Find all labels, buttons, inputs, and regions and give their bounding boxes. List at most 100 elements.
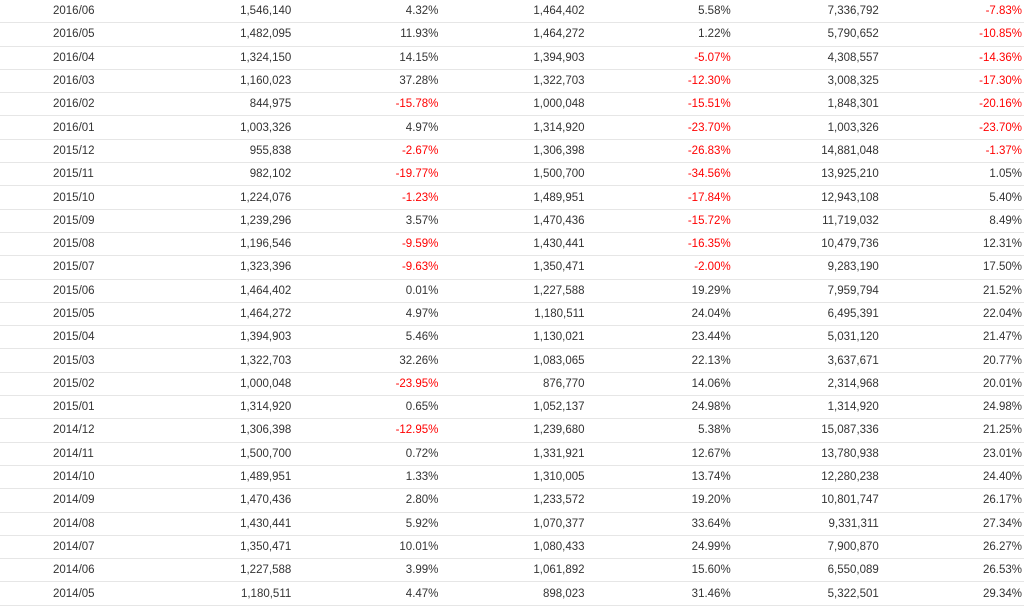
cumulative-revenue-cell: 9,283,190 (730, 255, 879, 280)
monthly-revenue-cell: 1,322,703 (106, 348, 292, 373)
yoy-change-cell: -34.56% (584, 162, 731, 187)
cumulative-revenue-cell: 12,943,108 (730, 185, 879, 210)
month-cell: 2015/09 (0, 209, 107, 233)
yoy-change-cell: 24.98% (584, 395, 731, 420)
monthly-revenue-cell: 1,196,546 (106, 232, 292, 257)
table-row: 2016/05 1,482,095 11.93% 1,464,272 1.22% 5,79… (0, 22, 1024, 47)
cumulative-revenue-cell: 1,314,920 (730, 395, 879, 420)
yoy-change-cell: -16.35% (584, 232, 731, 257)
mom-change-cell: 5.46% (291, 325, 439, 350)
mom-change-cell: 2.80% (291, 488, 439, 513)
table-row: 2015/07 1,323,396 -9.63% 1,350,471 -2.00% 9,2… (0, 255, 1024, 280)
cumulative-revenue-cell: 5,790,652 (730, 22, 879, 47)
monthly-revenue-cell: 844,975 (106, 92, 292, 117)
cumulative-revenue-cell: 3,637,671 (730, 348, 879, 373)
table-row: 2015/06 1,464,402 0.01% 1,227,588 19.29% 7,95… (0, 279, 1024, 303)
cumulative-yoy-change-cell: -17.30% (878, 69, 1024, 94)
mom-change-cell: 4.47% (291, 581, 439, 606)
cumulative-revenue-cell: 15,087,336 (730, 418, 879, 443)
mom-change-cell: 3.57% (291, 209, 439, 233)
yoy-change-cell: 19.29% (584, 279, 731, 303)
monthly-revenue-cell: 1,239,296 (106, 209, 292, 233)
cumulative-yoy-change-cell: 21.47% (878, 325, 1024, 350)
month-cell: 2014/12 (0, 418, 107, 443)
mom-change-cell: -2.67% (291, 139, 439, 164)
cumulative-yoy-change-cell: -23.70% (878, 115, 1024, 140)
monthly-revenue-cell: 1,224,076 (106, 185, 292, 210)
cumulative-yoy-change-cell: 27.34% (878, 512, 1024, 536)
cumulative-revenue-cell: 13,780,938 (730, 442, 879, 466)
prior-year-revenue-cell: 1,394,903 (438, 46, 585, 70)
month-cell: 2015/08 (0, 232, 107, 257)
table-row: 2014/10 1,489,951 1.33% 1,310,005 13.74% 12,2… (0, 465, 1024, 490)
month-cell: 2016/06 (0, 0, 107, 24)
prior-year-revenue-cell: 1,227,588 (438, 279, 585, 303)
cumulative-revenue-cell: 11,719,032 (730, 209, 879, 233)
mom-change-cell: 4.97% (291, 302, 439, 327)
mom-change-cell: -12.95% (291, 418, 439, 443)
monthly-revenue-cell: 1,324,150 (106, 46, 292, 70)
cumulative-yoy-change-cell: -20.16% (878, 92, 1024, 117)
cumulative-yoy-change-cell: 23.01% (878, 442, 1024, 466)
month-cell: 2015/11 (0, 162, 107, 187)
yoy-change-cell: 15.60% (584, 558, 731, 583)
mom-change-cell: 0.72% (291, 442, 439, 466)
prior-year-revenue-cell: 1,306,398 (438, 139, 585, 164)
yoy-change-cell: -2.00% (584, 255, 731, 280)
mom-change-cell: 5.92% (291, 512, 439, 536)
prior-year-revenue-cell: 1,000,048 (438, 92, 585, 117)
prior-year-revenue-cell: 1,350,471 (438, 255, 585, 280)
prior-year-revenue-cell: 1,239,680 (438, 418, 585, 443)
month-cell: 2015/06 (0, 279, 107, 303)
month-cell: 2015/05 (0, 302, 107, 327)
prior-year-revenue-cell: 898,023 (438, 581, 585, 606)
prior-year-revenue-cell: 1,489,951 (438, 185, 585, 210)
mom-change-cell: -15.78% (291, 92, 439, 117)
table-row: 2015/05 1,464,272 4.97% 1,180,511 24.04% 6,49… (0, 302, 1024, 327)
month-cell: 2015/01 (0, 395, 107, 420)
prior-year-revenue-cell: 1,322,703 (438, 69, 585, 94)
prior-year-revenue-cell: 1,180,511 (438, 302, 585, 327)
month-cell: 2016/03 (0, 69, 107, 94)
yoy-change-cell: 31.46% (584, 581, 731, 606)
cumulative-yoy-change-cell: 26.53% (878, 558, 1024, 583)
monthly-revenue-cell: 1,323,396 (106, 255, 292, 280)
cumulative-revenue-cell: 7,336,792 (730, 0, 879, 24)
mom-change-cell: -19.77% (291, 162, 439, 187)
prior-year-revenue-cell: 876,770 (438, 372, 585, 397)
mom-change-cell: 4.32% (291, 0, 439, 24)
table-row: 2014/11 1,500,700 0.72% 1,331,921 12.67% 13,7… (0, 442, 1024, 466)
cumulative-yoy-change-cell: 26.27% (878, 535, 1024, 560)
table-row: 2015/04 1,394,903 5.46% 1,130,021 23.44% 5,03… (0, 325, 1024, 350)
cumulative-revenue-cell: 5,322,501 (730, 581, 879, 606)
monthly-revenue-cell: 1,546,140 (106, 0, 292, 24)
cumulative-yoy-change-cell: -1.37% (878, 139, 1024, 164)
cumulative-yoy-change-cell: 12.31% (878, 232, 1024, 257)
month-cell: 2014/11 (0, 442, 107, 466)
mom-change-cell: 37.28% (291, 69, 439, 94)
monthly-revenue-cell: 1,160,023 (106, 69, 292, 94)
monthly-revenue-cell: 1,482,095 (106, 22, 292, 47)
table-row: 2014/05 1,180,511 4.47% 898,023 31.46% 5,322,… (0, 581, 1024, 606)
monthly-revenue-cell: 1,489,951 (106, 465, 292, 490)
prior-year-revenue-cell: 1,470,436 (438, 209, 585, 233)
mom-change-cell: 32.26% (291, 348, 439, 373)
table-row: 2016/03 1,160,023 37.28% 1,322,703 -12.30% 3,… (0, 69, 1024, 94)
cumulative-yoy-change-cell: 24.40% (878, 465, 1024, 490)
mom-change-cell: 3.99% (291, 558, 439, 583)
cumulative-yoy-change-cell: 26.17% (878, 488, 1024, 513)
month-cell: 2015/04 (0, 325, 107, 350)
prior-year-revenue-cell: 1,331,921 (438, 442, 585, 466)
yoy-change-cell: -12.30% (584, 69, 731, 94)
month-cell: 2016/01 (0, 115, 107, 140)
month-cell: 2015/02 (0, 372, 107, 397)
yoy-change-cell: -5.07% (584, 46, 731, 70)
prior-year-revenue-cell: 1,130,021 (438, 325, 585, 350)
table-row: 2016/04 1,324,150 14.15% 1,394,903 -5.07% 4,3… (0, 46, 1024, 70)
prior-year-revenue-cell: 1,070,377 (438, 512, 585, 536)
table-row: 2016/06 1,546,140 4.32% 1,464,402 5.58% 7,336… (0, 0, 1024, 24)
mom-change-cell: 0.65% (291, 395, 439, 420)
cumulative-yoy-change-cell: 20.01% (878, 372, 1024, 397)
prior-year-revenue-cell: 1,314,920 (438, 115, 585, 140)
